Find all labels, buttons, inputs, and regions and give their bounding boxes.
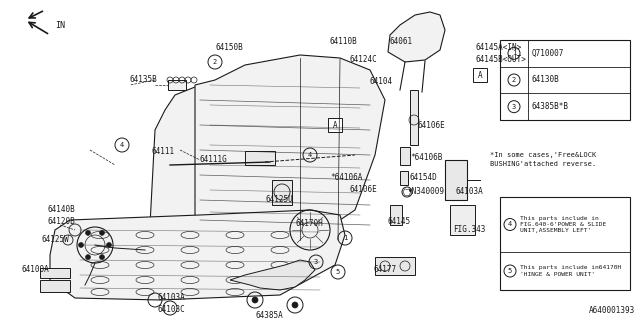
Text: This parts include in64170H
'HINGE & POWER UNIT': This parts include in64170H 'HINGE & POW… [520,265,621,276]
Bar [500,197,630,290]
Circle shape [99,230,104,236]
Bar [450,205,475,235]
Circle shape [252,297,258,303]
Bar [245,151,275,165]
Circle shape [99,255,104,260]
Text: FIG.343: FIG.343 [453,226,485,235]
Text: 64103A: 64103A [455,188,483,196]
Bar [375,257,415,275]
Text: 64111: 64111 [152,148,175,156]
Circle shape [86,230,90,236]
Bar [390,205,402,225]
Text: 64130B: 64130B [532,76,560,84]
Text: 64100A: 64100A [22,266,50,275]
Text: 3: 3 [314,259,318,265]
Text: 64150B: 64150B [215,44,243,52]
Bar [500,40,630,120]
Text: A640001393: A640001393 [589,306,635,315]
Text: 64110B: 64110B [330,37,358,46]
Text: 64145A<IN>: 64145A<IN> [475,44,521,52]
Bar [40,268,70,278]
Text: This parts include in
FIG.640-6'POWER & SLIDE
UNIT,ASSEMBLY LEFT': This parts include in FIG.640-6'POWER & … [520,216,606,233]
Text: 5: 5 [336,269,340,275]
Polygon shape [230,260,315,290]
Text: IN: IN [55,20,65,29]
Text: 64145B<OUT>: 64145B<OUT> [475,55,526,65]
Circle shape [292,302,298,308]
Bar [445,160,467,200]
Text: 3: 3 [512,104,516,110]
Circle shape [86,255,90,260]
Bar [400,147,410,165]
Polygon shape [195,55,385,245]
Bar [410,90,418,145]
Text: *64106A: *64106A [330,172,362,181]
Text: 1: 1 [343,235,347,241]
Text: 4: 4 [508,221,512,228]
Polygon shape [50,210,345,300]
Text: 5: 5 [508,268,512,274]
Text: 64125W: 64125W [42,236,70,244]
Text: 64120B: 64120B [48,218,76,227]
Text: 1: 1 [512,50,516,56]
Text: 64385A: 64385A [255,310,283,319]
Text: Q710007: Q710007 [532,49,564,58]
Text: 64145: 64145 [387,218,410,227]
Bar [40,280,70,292]
Text: 64103A: 64103A [158,293,186,302]
Text: •N340009: •N340009 [408,188,445,196]
Bar [168,80,186,90]
Text: 64385B*B: 64385B*B [532,102,569,111]
Text: 64125U: 64125U [265,196,292,204]
Bar [272,180,292,205]
Text: 64103C: 64103C [158,306,186,315]
Text: 64104: 64104 [370,77,393,86]
Text: 2: 2 [512,77,516,83]
Bar [400,171,408,185]
Text: 64177: 64177 [373,266,396,275]
Text: 4: 4 [120,142,124,148]
Text: 64135B: 64135B [130,76,157,84]
Text: 2: 2 [213,59,217,65]
Bar [473,68,487,82]
Polygon shape [150,85,220,240]
Circle shape [79,243,83,247]
Text: *64106B: *64106B [410,154,442,163]
Text: 64106E: 64106E [350,186,378,195]
Text: 64154D: 64154D [410,172,438,181]
Text: 64140B: 64140B [48,205,76,214]
Text: 64170H: 64170H [295,220,323,228]
Text: 64106E: 64106E [418,121,445,130]
Text: 64061: 64061 [390,37,413,46]
Bar [328,118,342,132]
Text: *In some cases,'Free&LOCK
BUSHING'attached reverse.: *In some cases,'Free&LOCK BUSHING'attach… [490,152,596,166]
Polygon shape [388,12,445,62]
Text: A: A [477,70,483,79]
Circle shape [106,243,111,247]
Text: 4: 4 [308,152,312,158]
Text: A: A [333,121,337,130]
Text: 64111G: 64111G [200,156,228,164]
Text: 64124C: 64124C [350,55,378,65]
